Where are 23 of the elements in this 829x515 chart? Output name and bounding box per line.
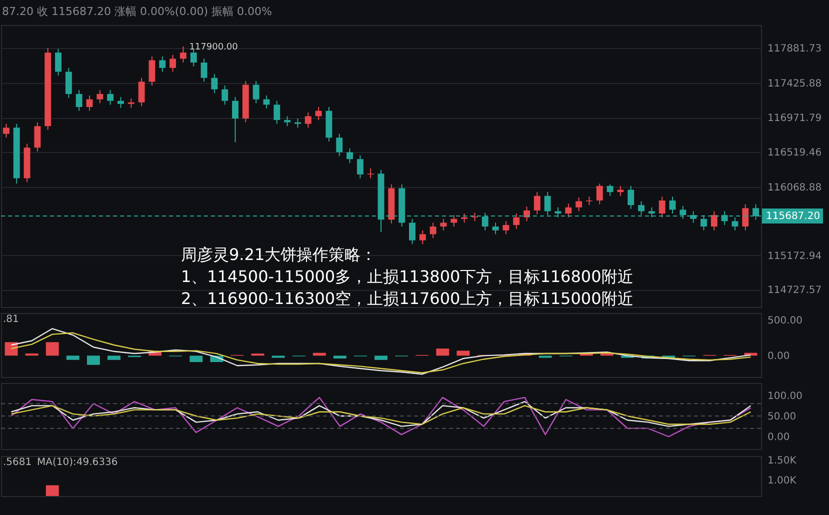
y-tick-label: 116068.88 <box>768 182 822 194</box>
annotation: 2、116900-116300空，止损117600上方，目标115000附近 <box>181 289 634 308</box>
y-tick-label: 114727.57 <box>768 285 822 296</box>
y-tick-label: 0.00 <box>768 351 790 362</box>
annotation: 117900.00 <box>189 42 238 52</box>
ref-line-label: 115687.20 <box>766 211 820 222</box>
annotation: MA(10):49.6336 <box>37 457 118 468</box>
annotation: 周彦灵9.21大饼操作策略： <box>181 245 377 264</box>
y-tick-label: 117881.73 <box>768 43 822 54</box>
y-tick-label: 1.00K <box>768 476 797 486</box>
y-tick-label: 116971.79 <box>768 113 822 124</box>
annotation: .81 <box>3 314 19 325</box>
y-tick-label: 500.00 <box>768 316 802 327</box>
y-tick-label: 1.50K <box>768 456 797 466</box>
annotation: 1、114500-115000多，止损113800下方，目标116800附近 <box>181 267 634 286</box>
annotation: .5681 <box>3 457 32 468</box>
y-tick-label: 0.00 <box>768 432 790 444</box>
text: 87.20 收 115687.20 涨幅 0.00%(0.00) 振幅 0.00% <box>1 4 273 20</box>
y-tick-label: 100.00 <box>768 390 802 402</box>
y-tick-label: 115172.94 <box>768 250 822 262</box>
y-tick-label: 50.00 <box>768 412 796 422</box>
y-tick-label: 117425.88 <box>768 78 822 90</box>
y-tick-label: 116519.46 <box>768 148 822 159</box>
